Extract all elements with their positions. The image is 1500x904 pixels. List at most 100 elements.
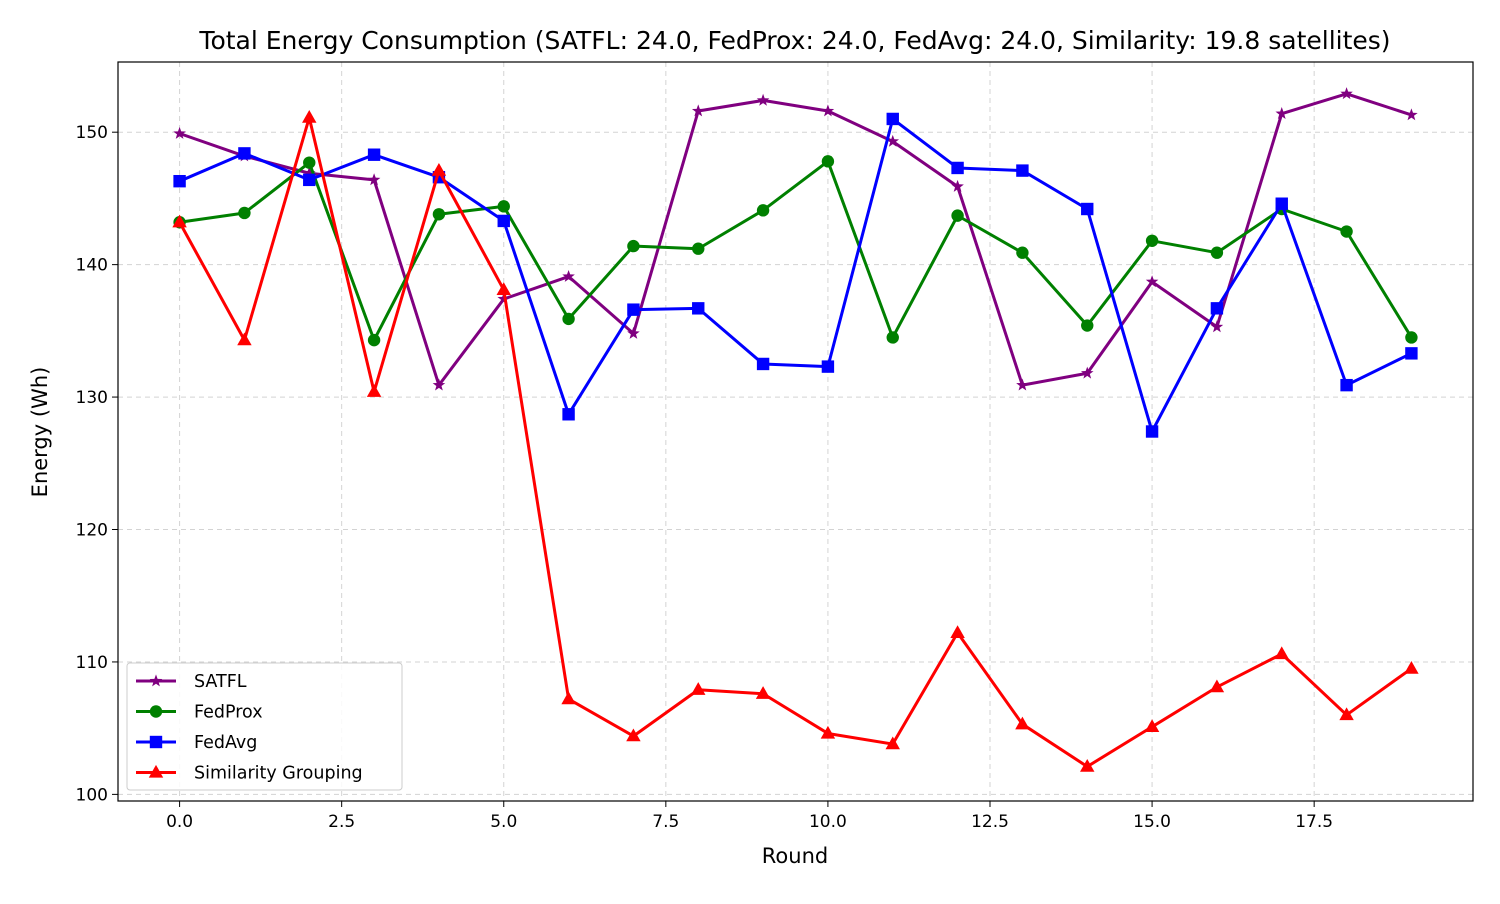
data-point-fedavg — [562, 408, 575, 421]
series-satfl — [173, 87, 1418, 391]
data-point-fedavg — [756, 357, 770, 371]
legend-marker-satfl — [149, 674, 163, 687]
x-axis-label: Round — [762, 844, 828, 868]
data-point-similarity-grouping — [950, 625, 965, 638]
legend-box — [126, 662, 403, 791]
data-point-fedavg — [1405, 347, 1418, 360]
legend-marker-similarity-grouping — [148, 764, 164, 778]
ticks-layer: 0.0 2.5 5.0 7.5 10.0 12.5 15.0 17.5 100 110 120 130… — [76, 123, 1334, 832]
series-line-satfl — [179, 92, 1412, 387]
data-point-fedavg — [367, 148, 381, 161]
x-tick-label: 17.5 — [1295, 812, 1333, 832]
data-point-fedavg — [1210, 302, 1224, 315]
legend-items: SATFL FedProx FedAvg Similarity Grouping — [136, 672, 363, 784]
data-point-fedavg — [238, 147, 251, 160]
data-point-satfl — [886, 134, 900, 147]
x-tick-label: 2.5 — [328, 812, 355, 832]
data-point-satfl — [1080, 366, 1094, 379]
y-tick-label: 150 — [76, 123, 108, 143]
data-point-fedavg — [1275, 197, 1288, 210]
data-point-satfl — [173, 126, 186, 139]
data-point-satfl — [1275, 107, 1289, 119]
data-point-satfl — [1340, 87, 1353, 100]
data-point-similarity-grouping — [1274, 646, 1289, 660]
data-point-satfl — [821, 104, 835, 117]
data-point-satfl — [1210, 320, 1224, 333]
data-point-fedavg — [1016, 164, 1029, 177]
data-point-fedprox — [1210, 246, 1224, 259]
data-point-similarity-grouping — [561, 691, 576, 705]
data-point-satfl — [951, 179, 964, 192]
data-point-satfl — [302, 166, 316, 179]
x-tick-label: 15.0 — [1133, 812, 1171, 832]
data-point-fedprox — [821, 155, 835, 168]
data-point-similarity-grouping — [691, 682, 706, 695]
data-point-similarity-grouping — [172, 214, 187, 228]
series-similarity-grouping — [172, 110, 1419, 772]
chart-title: Total Energy Consumption (SATFL: 24.0, F… — [198, 26, 1390, 55]
data-point-similarity-grouping — [626, 728, 641, 742]
data-point-similarity-grouping — [755, 686, 771, 699]
series-layer — [172, 87, 1419, 772]
data-point-satfl — [691, 104, 705, 117]
legend-marker-fedprox — [149, 705, 163, 718]
data-point-satfl — [1016, 378, 1029, 391]
data-point-fedprox — [562, 312, 575, 326]
x-tick-label: 5.0 — [490, 812, 517, 832]
x-tick-label: 10.0 — [809, 812, 847, 832]
data-point-similarity-grouping — [885, 736, 900, 750]
y-axis-label: Energy (Wh) — [28, 367, 52, 498]
series-line-fedavg — [178, 117, 1413, 433]
data-point-similarity-grouping — [1144, 719, 1160, 733]
legend-label-fedprox: FedProx — [194, 703, 263, 723]
legend-marker-fedavg — [149, 735, 163, 749]
y-tick-label: 130 — [76, 388, 108, 408]
data-point-satfl — [432, 378, 446, 391]
data-point-similarity-grouping — [237, 332, 252, 346]
data-point-fedprox — [1145, 234, 1159, 247]
data-point-similarity-grouping — [820, 725, 836, 739]
data-point-fedavg — [1340, 378, 1353, 392]
data-point-satfl — [367, 173, 381, 186]
data-point-fedprox — [886, 331, 899, 344]
data-point-similarity-grouping — [366, 384, 382, 397]
data-point-fedavg — [1145, 425, 1159, 438]
data-point-fedavg — [303, 173, 316, 187]
data-point-similarity-grouping — [1339, 707, 1354, 721]
data-point-fedprox — [367, 333, 381, 347]
data-point-similarity-grouping — [302, 110, 317, 123]
data-point-similarity-grouping — [1404, 660, 1419, 674]
y-tick-label: 100 — [76, 785, 108, 805]
data-point-satfl — [756, 93, 770, 106]
data-point-similarity-grouping — [496, 282, 511, 295]
series-line-similarity-grouping — [178, 116, 1413, 769]
series-fedavg — [173, 112, 1418, 438]
data-point-fedprox — [1081, 319, 1094, 332]
legend-label-fedavg: FedAvg — [194, 733, 257, 753]
data-point-similarity-grouping — [431, 162, 447, 176]
data-point-similarity-grouping — [1080, 758, 1095, 772]
data-point-fedprox — [627, 239, 640, 253]
data-point-fedprox — [432, 208, 446, 221]
data-point-satfl — [562, 269, 575, 282]
series-line-fedprox — [179, 159, 1413, 342]
data-point-fedavg — [692, 302, 705, 315]
y-tick-label: 120 — [76, 521, 108, 541]
y-tick-label: 110 — [76, 653, 108, 673]
data-point-satfl — [627, 326, 640, 339]
data-point-fedprox — [303, 156, 316, 169]
legend-label-similarity-grouping: Similarity Grouping — [194, 764, 363, 784]
data-point-fedavg — [173, 174, 186, 188]
data-point-satfl — [1405, 108, 1418, 121]
data-point-similarity-grouping — [1209, 679, 1225, 693]
data-point-fedprox — [951, 209, 964, 222]
data-point-fedprox — [692, 242, 705, 255]
plot-frame — [117, 61, 1474, 802]
y-tick-label: 140 — [76, 256, 108, 276]
data-point-satfl — [1145, 275, 1159, 288]
data-point-fedprox — [238, 206, 251, 220]
x-tick-label: 0.0 — [166, 812, 193, 832]
data-point-fedavg — [951, 161, 964, 175]
